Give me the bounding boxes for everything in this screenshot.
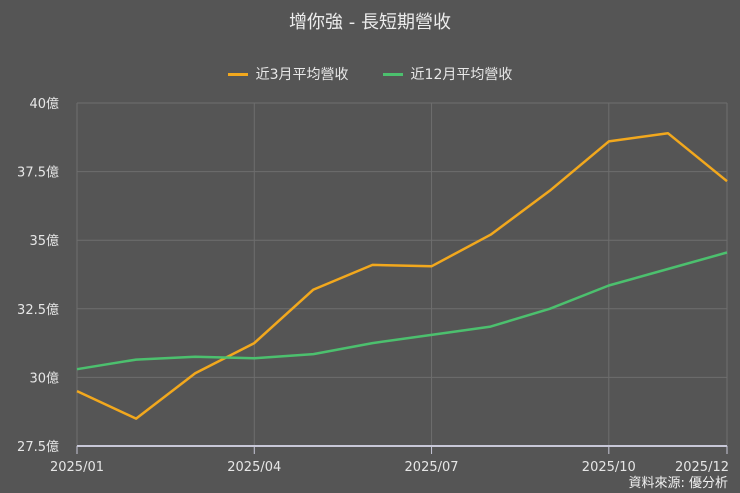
legend-label-3m: 近3月平均營收 [255,67,349,83]
y-tick-label: 32.5億 [17,302,59,318]
legend-item-12m[interactable]: 近12月平均營收 [382,64,513,84]
y-tick-label: 27.5億 [17,439,59,455]
legend-swatch-3m [227,72,248,76]
y-tick-label: 30億 [29,370,59,386]
y-tick-label: 40億 [29,96,59,112]
legend-item-3m[interactable]: 近3月平均營收 [227,64,349,84]
x-tick-label: 2025/01 [50,460,104,475]
y-axis: 27.5億 30億 32.5億 35億 37.5億 40億 [17,96,59,455]
legend-label-12m: 近12月平均營收 [410,67,513,83]
x-tick-label: 2025/07 [405,460,459,475]
x-tick-label: 2025/12 [675,460,729,475]
source-note: 資料來源: 優分析 [628,476,728,491]
series-line-3m[interactable] [76,131,728,420]
series-lines [76,131,728,420]
series-line-12m[interactable] [76,251,728,371]
y-tick-label: 37.5億 [17,165,59,181]
chart-title: 增你強 - 長短期營收 [289,12,451,33]
legend: 近3月平均營收 近12月平均營收 [0,64,740,84]
y-tick-label: 35億 [29,233,59,249]
legend-swatch-12m [382,72,403,76]
x-axis: 2025/01 2025/04 2025/07 2025/10 2025/12 [50,445,729,475]
x-tick-label: 2025/04 [227,460,281,475]
gridlines [76,102,728,446]
x-tick-label: 2025/10 [582,460,636,475]
